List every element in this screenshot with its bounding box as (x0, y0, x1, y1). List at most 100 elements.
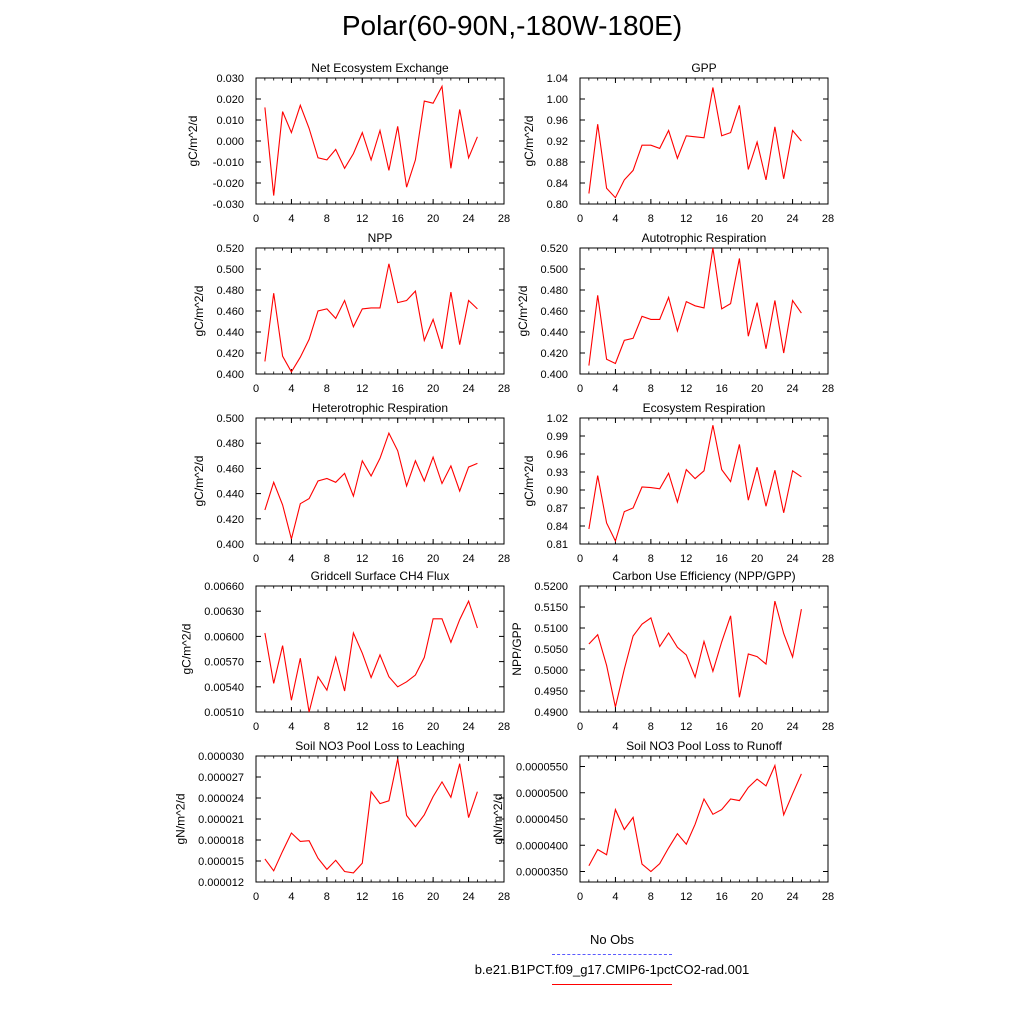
x-tick-label: 16 (716, 553, 728, 565)
y-tick-label: 0.010 (216, 115, 244, 127)
y-axis-label: gC/m^2/d (192, 456, 206, 507)
x-tick-label: 28 (822, 891, 834, 903)
y-tick-label: 0.00630 (204, 606, 244, 618)
chart-panel: Carbon Use Efficiency (NPP/GPP) 0 4 8 12 16 20… (510, 569, 834, 733)
x-tick-label: 20 (427, 721, 439, 733)
chart-panel: Autotrophic Respiration 0 4 8 12 16 20 24 28 0.40… (516, 231, 834, 395)
x-tick-label: 8 (324, 553, 330, 565)
x-tick-label: 24 (786, 383, 798, 395)
x-tick-label: 12 (680, 721, 692, 733)
y-tick-label: 0.000027 (198, 772, 244, 784)
panel-title: Ecosystem Respiration (643, 401, 766, 415)
y-tick-label: 0.000018 (198, 835, 244, 847)
x-tick-label: 24 (462, 383, 474, 395)
x-tick-label: 28 (498, 213, 510, 225)
x-tick-label: 0 (577, 721, 583, 733)
x-tick-label: 0 (253, 553, 259, 565)
x-tick-label: 24 (786, 891, 798, 903)
x-tick-label: 24 (786, 721, 798, 733)
x-tick-label: 4 (612, 213, 618, 225)
x-tick-label: 20 (427, 891, 439, 903)
y-tick-label: 0.000012 (198, 877, 244, 889)
x-tick-label: 24 (786, 213, 798, 225)
x-tick-label: 20 (751, 213, 763, 225)
y-tick-label: 0.000021 (198, 814, 244, 826)
y-tick-label: 1.02 (547, 413, 568, 425)
y-tick-label: 0.000024 (198, 793, 244, 805)
x-tick-label: 16 (392, 553, 404, 565)
chart-panel: Net Ecosystem Exchange 0 4 8 12 16 20 24 28 -0.03… (186, 61, 510, 225)
x-tick-label: 28 (498, 553, 510, 565)
y-tick-label: 0.93 (547, 467, 568, 479)
y-tick-label: 0.400 (540, 369, 568, 381)
y-tick-label: 0.0000500 (516, 788, 568, 800)
x-tick-label: 8 (648, 383, 654, 395)
x-tick-label: 20 (751, 553, 763, 565)
series-line (264, 84, 478, 196)
y-axis-label: gC/m^2/d (522, 456, 536, 507)
y-tick-label: 0.500 (216, 264, 244, 276)
plot-frame (255, 77, 505, 205)
x-tick-label: 16 (392, 213, 404, 225)
y-tick-label: 0.00570 (204, 657, 244, 669)
series-line (588, 763, 802, 873)
x-tick-label: 4 (288, 721, 294, 733)
x-tick-label: 16 (716, 213, 728, 225)
y-tick-label: 0.520 (540, 243, 568, 255)
y-tick-label: 0.440 (216, 327, 244, 339)
y-tick-label: 0.0000350 (516, 867, 568, 879)
y-tick-label: 0.500 (216, 413, 244, 425)
x-tick-label: 4 (288, 213, 294, 225)
y-axis-label: NPP/GPP (510, 622, 524, 675)
y-tick-label: 0.0000550 (516, 762, 568, 774)
y-tick-label: 0.80 (547, 199, 568, 211)
figure-title: Polar(60-90N,-180W-180E) (341, 10, 683, 41)
y-tick-label: 1.00 (547, 94, 568, 106)
x-tick-label: 0 (253, 891, 259, 903)
x-tick-label: 8 (324, 891, 330, 903)
x-tick-label: 0 (577, 383, 583, 395)
y-tick-label: 0.460 (540, 306, 568, 318)
x-tick-label: 24 (462, 891, 474, 903)
chart-panel: Ecosystem Respiration 0 4 8 12 16 20 24 28 0.81 0.… (522, 401, 834, 565)
y-tick-label: 0.000015 (198, 856, 244, 868)
x-tick-label: 28 (498, 721, 510, 733)
y-tick-label: 0.92 (547, 136, 568, 148)
chart-panels: Net Ecosystem Exchange 0 4 8 12 16 20 24 28 -0.03… (173, 61, 834, 903)
y-tick-label: 0.420 (540, 348, 568, 360)
x-tick-label: 24 (786, 553, 798, 565)
y-tick-label: 0.00510 (204, 707, 244, 719)
y-tick-label: 0.96 (547, 449, 568, 461)
y-tick-label: 0.81 (547, 539, 568, 551)
series-line (588, 600, 802, 708)
y-tick-label: 0.5050 (534, 644, 568, 656)
x-tick-label: 4 (288, 383, 294, 395)
y-tick-label: 0.5200 (534, 581, 568, 593)
y-tick-label: 0.460 (216, 463, 244, 475)
chart-panel: Soil NO3 Pool Loss to Leaching 0 4 8 12 16 20 2… (173, 739, 510, 903)
y-tick-label: 0.96 (547, 115, 568, 127)
plot-frame (579, 585, 829, 713)
plot-frame (579, 755, 829, 883)
y-tick-label: 0.4950 (534, 686, 568, 698)
panel-title: NPP (368, 231, 393, 245)
x-tick-label: 8 (324, 721, 330, 733)
y-tick-label: 0.0000400 (516, 840, 568, 852)
panel-title: Soil NO3 Pool Loss to Leaching (295, 739, 464, 753)
x-tick-label: 28 (498, 383, 510, 395)
legend-line-no-obs (552, 954, 672, 955)
series-line (588, 87, 802, 199)
x-tick-label: 20 (427, 553, 439, 565)
y-tick-label: 0.99 (547, 431, 568, 443)
y-tick-label: 0.84 (547, 521, 568, 533)
y-tick-label: -0.010 (213, 157, 244, 169)
x-tick-label: 28 (498, 891, 510, 903)
y-tick-label: 0.00540 (204, 682, 244, 694)
x-tick-label: 12 (680, 891, 692, 903)
x-tick-label: 20 (427, 383, 439, 395)
x-tick-label: 28 (822, 383, 834, 395)
y-tick-label: 0.0000450 (516, 814, 568, 826)
x-tick-label: 24 (462, 213, 474, 225)
y-tick-label: 0.440 (540, 327, 568, 339)
y-tick-label: 0.00660 (204, 581, 244, 593)
